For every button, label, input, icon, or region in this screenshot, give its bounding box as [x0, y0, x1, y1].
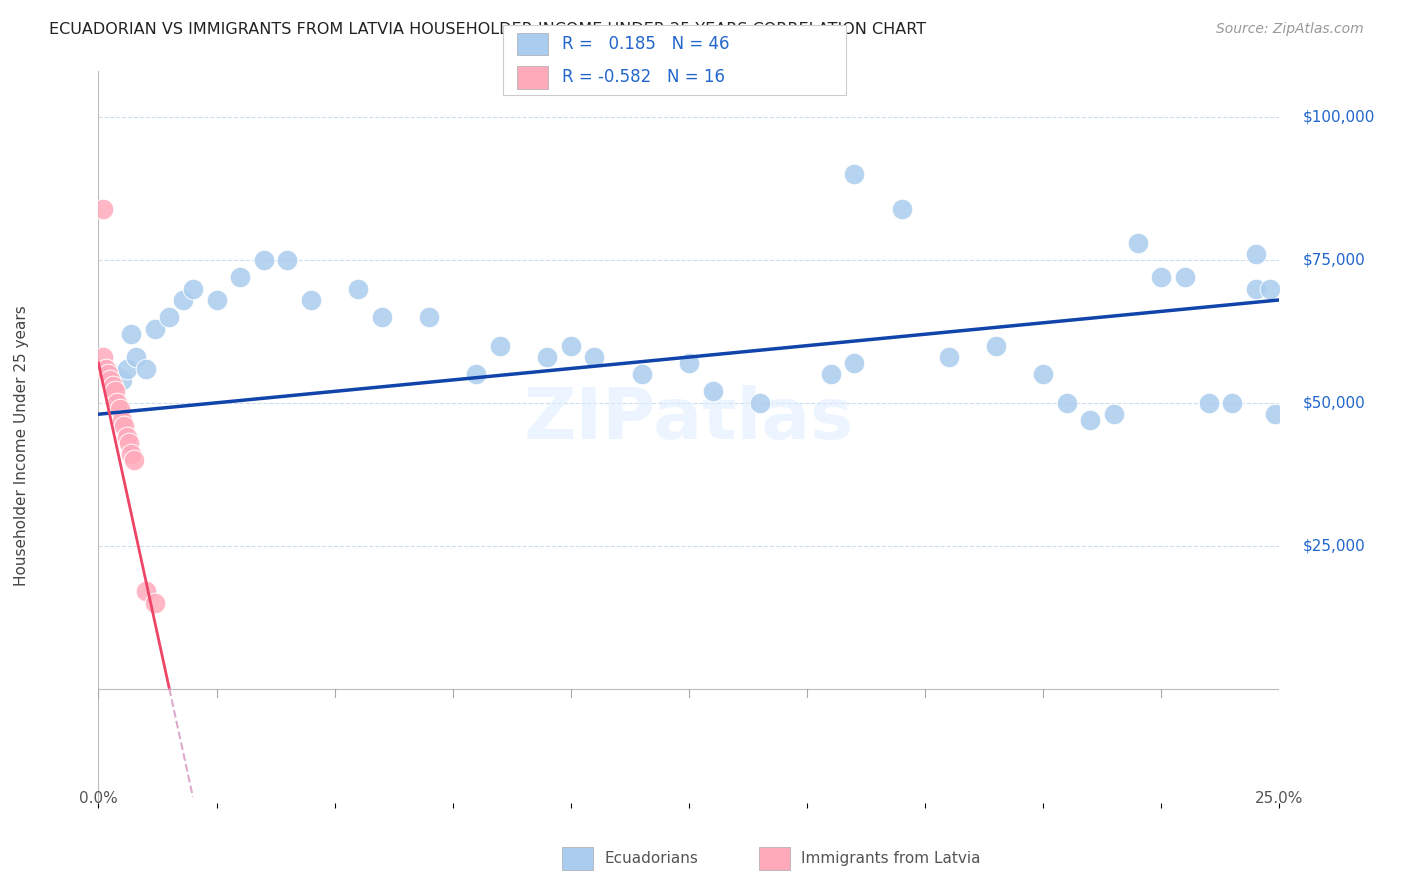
Point [1198, 396, 1220, 410]
Point [172, 293, 194, 307]
Point [1264, 407, 1286, 421]
Point [105, 396, 128, 410]
Point [890, 202, 912, 216]
Point [1056, 396, 1078, 410]
Point [104, 384, 127, 399]
Point [121, 447, 143, 461]
Point [115, 361, 138, 376]
Point [94, 361, 117, 376]
Point [1150, 270, 1173, 285]
Point [1244, 281, 1267, 295]
Point [276, 252, 298, 267]
Point [1126, 235, 1149, 250]
Point [1258, 281, 1281, 295]
Point [205, 293, 228, 307]
Point [101, 368, 124, 382]
Point [118, 435, 141, 450]
Point [108, 401, 131, 416]
Point [121, 327, 143, 342]
Text: Householder Income Under 25 years: Householder Income Under 25 years [14, 306, 28, 586]
Point [465, 368, 488, 382]
Point [157, 310, 180, 324]
Point [143, 321, 166, 335]
Point [1080, 413, 1102, 427]
Point [1174, 270, 1197, 285]
Point [702, 384, 724, 399]
Text: R = -0.582   N = 16: R = -0.582 N = 16 [562, 69, 725, 87]
Point [678, 356, 700, 370]
Point [1244, 247, 1267, 261]
Point [347, 281, 370, 295]
Point [418, 310, 440, 324]
Text: 25.0%: 25.0% [1256, 791, 1303, 806]
Point [98, 373, 121, 387]
Text: ZIPatlas: ZIPatlas [524, 385, 853, 454]
Point [112, 418, 135, 433]
Point [122, 453, 145, 467]
Text: 0.0%: 0.0% [79, 791, 118, 806]
Text: Ecuadorians: Ecuadorians [605, 851, 699, 866]
Point [820, 368, 842, 382]
Point [536, 350, 558, 364]
Text: $50,000: $50,000 [1303, 395, 1365, 410]
Point [844, 356, 866, 370]
Point [630, 368, 652, 382]
Point [111, 373, 134, 387]
Point [97, 368, 120, 382]
Point [560, 338, 582, 352]
Text: $25,000: $25,000 [1303, 538, 1365, 553]
Point [101, 378, 124, 392]
Text: R =   0.185   N = 46: R = 0.185 N = 46 [562, 35, 730, 53]
Point [229, 270, 252, 285]
Point [748, 396, 770, 410]
Text: $75,000: $75,000 [1303, 252, 1365, 268]
Point [115, 430, 138, 444]
Point [984, 338, 1007, 352]
Text: Immigrants from Latvia: Immigrants from Latvia [801, 851, 981, 866]
Point [371, 310, 394, 324]
Point [1102, 407, 1125, 421]
Point [1032, 368, 1054, 382]
Point [143, 596, 166, 610]
Point [135, 584, 157, 599]
Text: $100,000: $100,000 [1303, 110, 1375, 125]
Point [181, 281, 204, 295]
Text: ECUADORIAN VS IMMIGRANTS FROM LATVIA HOUSEHOLDER INCOME UNDER 25 YEARS CORRELATI: ECUADORIAN VS IMMIGRANTS FROM LATVIA HOU… [49, 22, 927, 37]
Point [125, 350, 148, 364]
Point [91, 202, 114, 216]
Point [299, 293, 322, 307]
Point [1220, 396, 1243, 410]
Point [844, 167, 866, 181]
Point [938, 350, 960, 364]
Point [583, 350, 606, 364]
Point [253, 252, 276, 267]
Text: Source: ZipAtlas.com: Source: ZipAtlas.com [1216, 22, 1364, 37]
Point [135, 361, 157, 376]
Point [91, 350, 114, 364]
Point [489, 338, 512, 352]
Point [111, 413, 134, 427]
